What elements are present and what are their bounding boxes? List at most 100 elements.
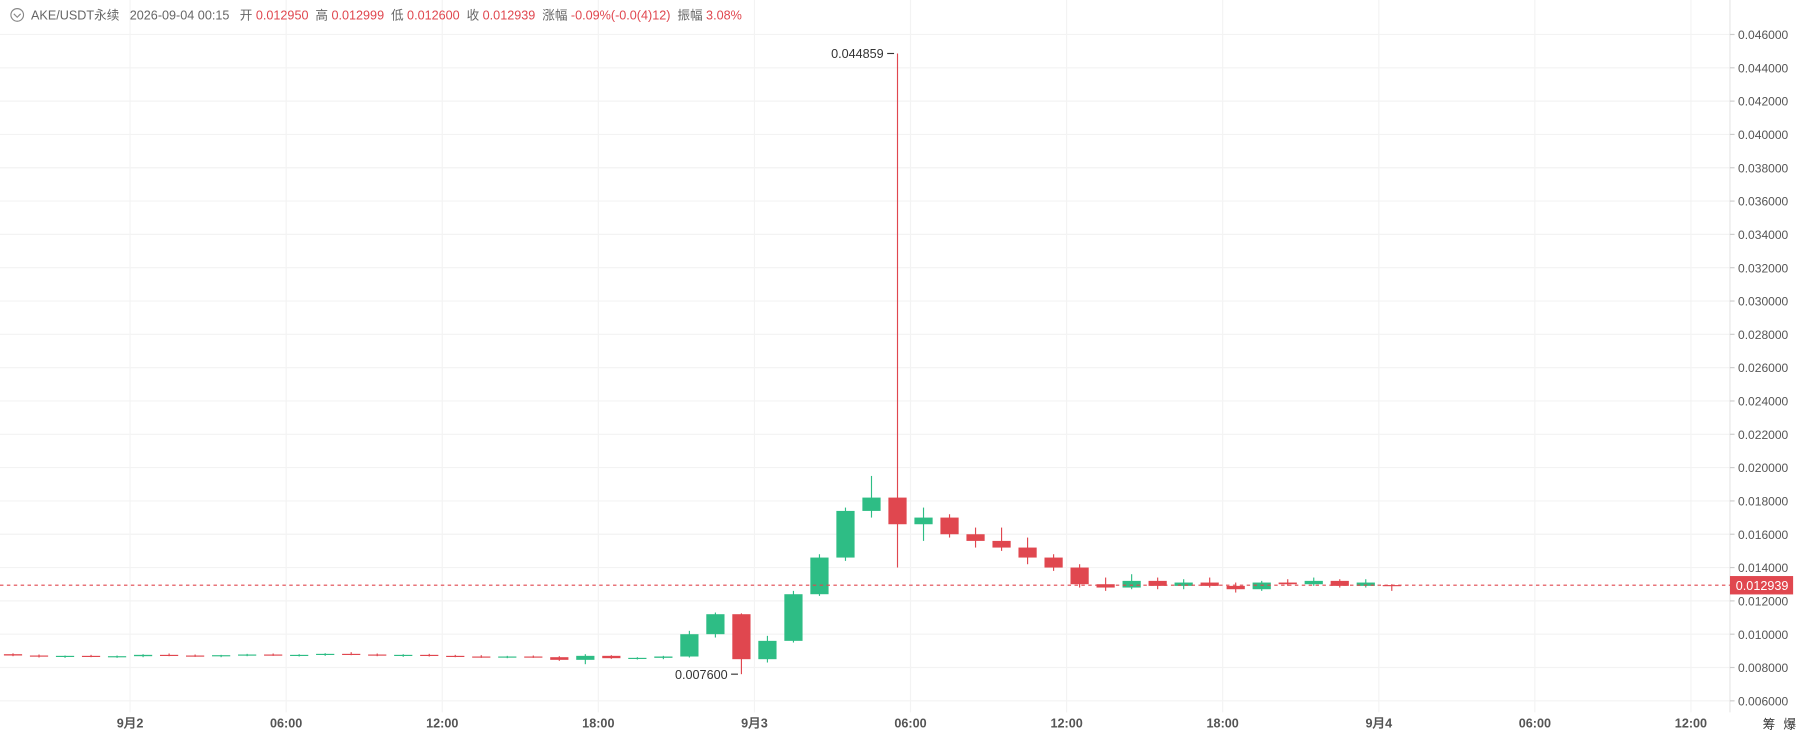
y-tick-label: 0.010000 bbox=[1738, 628, 1789, 642]
collapse-arrow bbox=[13, 13, 22, 19]
y-tick-label: 0.040000 bbox=[1738, 128, 1789, 142]
candle-body bbox=[420, 654, 439, 656]
y-tick-label: 0.026000 bbox=[1738, 361, 1789, 375]
candles bbox=[3, 53, 1401, 675]
candle-body bbox=[940, 517, 959, 535]
side-button[interactable]: 筹 bbox=[1763, 716, 1776, 731]
x-tick-label: 9月3 bbox=[741, 716, 768, 730]
candle-body bbox=[1018, 547, 1037, 558]
candle-body bbox=[524, 656, 543, 658]
x-tick-label: 9月4 bbox=[1365, 716, 1392, 730]
candle-body bbox=[576, 655, 595, 660]
field-value: 0.012939 bbox=[483, 9, 536, 23]
y-tick-label: 0.042000 bbox=[1738, 95, 1789, 109]
x-tick-label: 18:00 bbox=[582, 716, 614, 730]
y-tick-label: 0.024000 bbox=[1738, 395, 1789, 409]
candle-body bbox=[264, 654, 283, 656]
candle-body bbox=[81, 655, 101, 657]
header-time: 2026-09-04 00:15 bbox=[130, 9, 230, 23]
y-tick-label: 0.044000 bbox=[1738, 61, 1789, 75]
annotation-label: 0.044859 bbox=[831, 47, 884, 61]
candle-body bbox=[810, 557, 829, 595]
y-tick-label: 0.038000 bbox=[1738, 161, 1789, 175]
candle-body bbox=[992, 540, 1011, 548]
candle-body bbox=[55, 655, 75, 657]
y-tick-label: 0.028000 bbox=[1738, 328, 1789, 342]
side-button[interactable]: 爆 bbox=[1783, 717, 1796, 731]
field-value: -0.09%(-0.0(4)12) bbox=[571, 9, 671, 23]
x-tick-label: 18:00 bbox=[1207, 716, 1239, 730]
candle-body bbox=[1122, 580, 1141, 588]
y-tick-label: 0.018000 bbox=[1738, 495, 1789, 509]
candle-body bbox=[1096, 584, 1115, 588]
symbol: AKE/USDT永续 bbox=[31, 9, 120, 23]
header: AKE/USDT永续 2026-09-04 00:15 开 0.012950 高 0.… bbox=[31, 8, 742, 23]
candle-body bbox=[1070, 567, 1089, 585]
field-label: 低 bbox=[391, 9, 404, 23]
candle-body bbox=[1304, 580, 1323, 585]
candle-body bbox=[133, 654, 153, 657]
field-value: 0.012600 bbox=[407, 9, 460, 23]
grid bbox=[0, 0, 1730, 713]
y-tick-label: 0.032000 bbox=[1738, 261, 1789, 275]
last-price-label: 0.012939 bbox=[1736, 579, 1789, 593]
x-tick-label: 12:00 bbox=[1675, 716, 1707, 730]
x-tick-label: 12:00 bbox=[1050, 716, 1082, 730]
y-tick-label: 0.034000 bbox=[1738, 228, 1789, 242]
x-tick-label: 12:00 bbox=[426, 716, 458, 730]
candle-body bbox=[836, 510, 855, 558]
candle-body bbox=[498, 656, 517, 658]
candle-body bbox=[550, 657, 569, 660]
x-tick-label: 06:00 bbox=[1519, 716, 1551, 730]
field-label: 涨幅 bbox=[542, 9, 567, 23]
candle-body bbox=[29, 655, 49, 657]
candle-body bbox=[212, 655, 231, 657]
y-tick-label: 0.046000 bbox=[1738, 28, 1789, 42]
candle-body bbox=[1174, 582, 1193, 586]
x-tick-label: 06:00 bbox=[270, 716, 302, 730]
y-tick-label: 0.008000 bbox=[1738, 661, 1789, 675]
candle-body bbox=[368, 654, 387, 656]
candle-body bbox=[914, 517, 933, 525]
y-tick-label: 0.016000 bbox=[1738, 528, 1789, 542]
candle-body bbox=[758, 640, 777, 660]
candle-body bbox=[472, 656, 491, 658]
candle-body bbox=[316, 653, 335, 655]
candle-body bbox=[706, 614, 725, 635]
candle-body bbox=[290, 654, 309, 656]
candle-body bbox=[107, 656, 127, 658]
y-tick-label: 0.014000 bbox=[1738, 561, 1789, 575]
candle-body bbox=[1330, 580, 1349, 586]
field-value: 0.012950 bbox=[256, 9, 309, 23]
candle-body bbox=[1148, 580, 1167, 586]
field-label: 收 bbox=[467, 9, 480, 23]
collapse-icon[interactable] bbox=[10, 8, 25, 22]
candle-body bbox=[1356, 582, 1375, 586]
candle-body bbox=[238, 654, 257, 656]
candle-body bbox=[186, 655, 205, 657]
candle-body bbox=[1044, 557, 1063, 568]
candle-body bbox=[784, 594, 803, 641]
candle-body bbox=[680, 634, 699, 657]
field-label: 振幅 bbox=[677, 9, 702, 23]
candle-body bbox=[602, 655, 621, 659]
candle-body bbox=[159, 654, 179, 656]
candle-body bbox=[446, 655, 465, 657]
candle-body bbox=[888, 497, 907, 525]
y-tick-label: 0.012000 bbox=[1738, 594, 1789, 608]
candle-body bbox=[3, 654, 23, 656]
annotation-label: 0.007600 bbox=[675, 668, 728, 682]
field-label: 开 bbox=[240, 9, 253, 23]
candle-body bbox=[966, 534, 985, 541]
field-value: 3.08% bbox=[706, 9, 742, 23]
y-tick-label: 0.020000 bbox=[1738, 461, 1789, 475]
y-tick-label: 0.006000 bbox=[1738, 694, 1789, 708]
x-tick-label: 06:00 bbox=[894, 716, 926, 730]
candle-body bbox=[1252, 582, 1271, 590]
last-price-box bbox=[1729, 576, 1794, 595]
x-tick-label: 9月2 bbox=[117, 716, 144, 730]
candle-body bbox=[342, 653, 361, 655]
y-tick-label: 0.022000 bbox=[1738, 428, 1789, 442]
